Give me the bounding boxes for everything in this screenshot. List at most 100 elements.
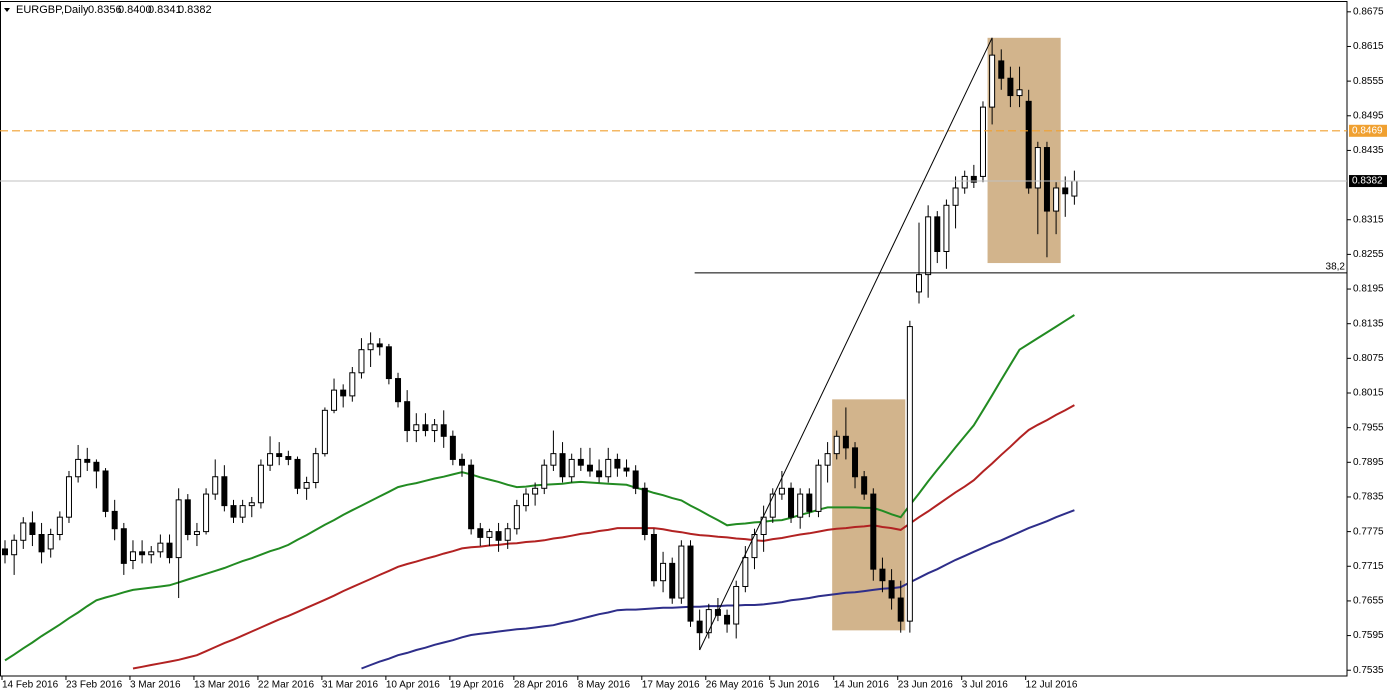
candle-body (998, 60, 1005, 79)
candle-body (641, 487, 648, 536)
y-tick-label: 0.8315 (1353, 214, 1384, 225)
low-label: 0.8341 (148, 4, 182, 16)
candle-body (175, 499, 182, 559)
candle-body (1034, 147, 1041, 189)
candle-body (797, 493, 804, 518)
candle-body (724, 614, 731, 625)
candle-body (440, 424, 447, 437)
trendline (699, 37, 993, 651)
menu-triangle[interactable] (4, 8, 10, 12)
plot-frame (0, 1, 1348, 677)
y-tick-label: 0.8255 (1353, 249, 1384, 260)
y-tick-label: 0.7775 (1353, 526, 1384, 537)
y-tick-label: 0.8075 (1353, 353, 1384, 364)
candle-body (1025, 100, 1032, 189)
candle-body (93, 461, 100, 472)
x-tick-label: 23 Jun 2016 (898, 680, 953, 691)
candle-body (650, 534, 657, 582)
candle-body (568, 458, 575, 478)
candle-body (111, 510, 118, 530)
x-tick-label: 5 Jun 2016 (770, 680, 820, 691)
y-tick-label: 0.8615 (1353, 41, 1384, 52)
x-tick-label: 23 Feb 2016 (66, 680, 123, 691)
y-tick-label: 0.8195 (1353, 284, 1384, 295)
candle-body (395, 378, 402, 403)
candle-body (888, 580, 895, 599)
candle-body (267, 453, 274, 466)
x-tick-label: 26 May 2016 (706, 680, 764, 691)
candle-body (778, 487, 785, 495)
candle-body (56, 516, 63, 536)
candle-body (239, 505, 246, 518)
candle-body (943, 204, 950, 253)
candle-body (861, 476, 868, 495)
candle-body (623, 467, 630, 472)
candle-body (166, 542, 173, 559)
candle-body (321, 409, 328, 455)
y-tick-label: 0.8135 (1353, 318, 1384, 329)
candle-body (1062, 187, 1069, 195)
candle-body (2, 548, 8, 556)
candle-body (605, 458, 612, 478)
candle-body (504, 528, 511, 541)
candle-body (221, 476, 228, 507)
candle-body (477, 528, 484, 538)
x-tick-label: 13 Mar 2016 (194, 680, 251, 691)
candle-body (925, 216, 932, 276)
x-tick-label: 10 Apr 2016 (386, 680, 440, 691)
candle-body (29, 522, 36, 536)
candle-body (358, 349, 365, 374)
y-tick-label: 0.8555 (1353, 76, 1384, 87)
candle-body (522, 493, 529, 507)
candle-body (541, 464, 548, 489)
candle-body (449, 435, 456, 460)
x-tick-label: 12 Jul 2016 (1026, 680, 1078, 691)
candle-body (916, 274, 922, 293)
x-tick-label: 3 Mar 2016 (130, 680, 181, 691)
candle-body (65, 476, 72, 518)
candle-body (157, 542, 164, 553)
candle-body (184, 499, 191, 536)
candle-body (38, 534, 45, 553)
moving-average (132, 404, 1075, 670)
y-tick-label: 0.8015 (1353, 388, 1384, 399)
candle-body (1043, 147, 1050, 212)
bid-tag (1349, 175, 1387, 188)
candle-body (806, 493, 813, 512)
candle-body (303, 482, 310, 489)
candle-body (129, 551, 136, 561)
candle-body (248, 502, 255, 507)
candle-body (870, 493, 877, 570)
high-label: 0.8400 (118, 4, 152, 16)
candle-body (906, 326, 913, 622)
candle-body (532, 487, 539, 495)
x-tick-label: 31 Mar 2016 (322, 680, 379, 691)
candle-body (632, 470, 639, 489)
x-tick-label: 19 Apr 2016 (450, 680, 504, 691)
candle-body (84, 458, 91, 463)
candle-body (788, 487, 795, 518)
y-tick-label: 0.7835 (1353, 492, 1384, 503)
y-tick-label: 0.7595 (1353, 630, 1384, 641)
candle-body (331, 389, 338, 411)
candle-body (1007, 77, 1014, 97)
candle-body (120, 528, 127, 564)
candle-body (660, 562, 667, 582)
candle-body (285, 456, 292, 460)
candle-body (989, 54, 996, 108)
candle-body (513, 505, 520, 530)
bid-label: 0.8382 (1352, 176, 1383, 187)
candle-body (340, 389, 347, 397)
candle-body (577, 458, 584, 466)
candle-body (961, 175, 968, 189)
candle-body (148, 551, 155, 556)
candle-body (193, 531, 200, 536)
candle-body (824, 453, 831, 466)
candle-body (367, 343, 374, 351)
candle-body (75, 458, 82, 478)
candle-body (952, 187, 959, 206)
candle-body (1053, 187, 1060, 212)
candle-body (468, 464, 475, 530)
